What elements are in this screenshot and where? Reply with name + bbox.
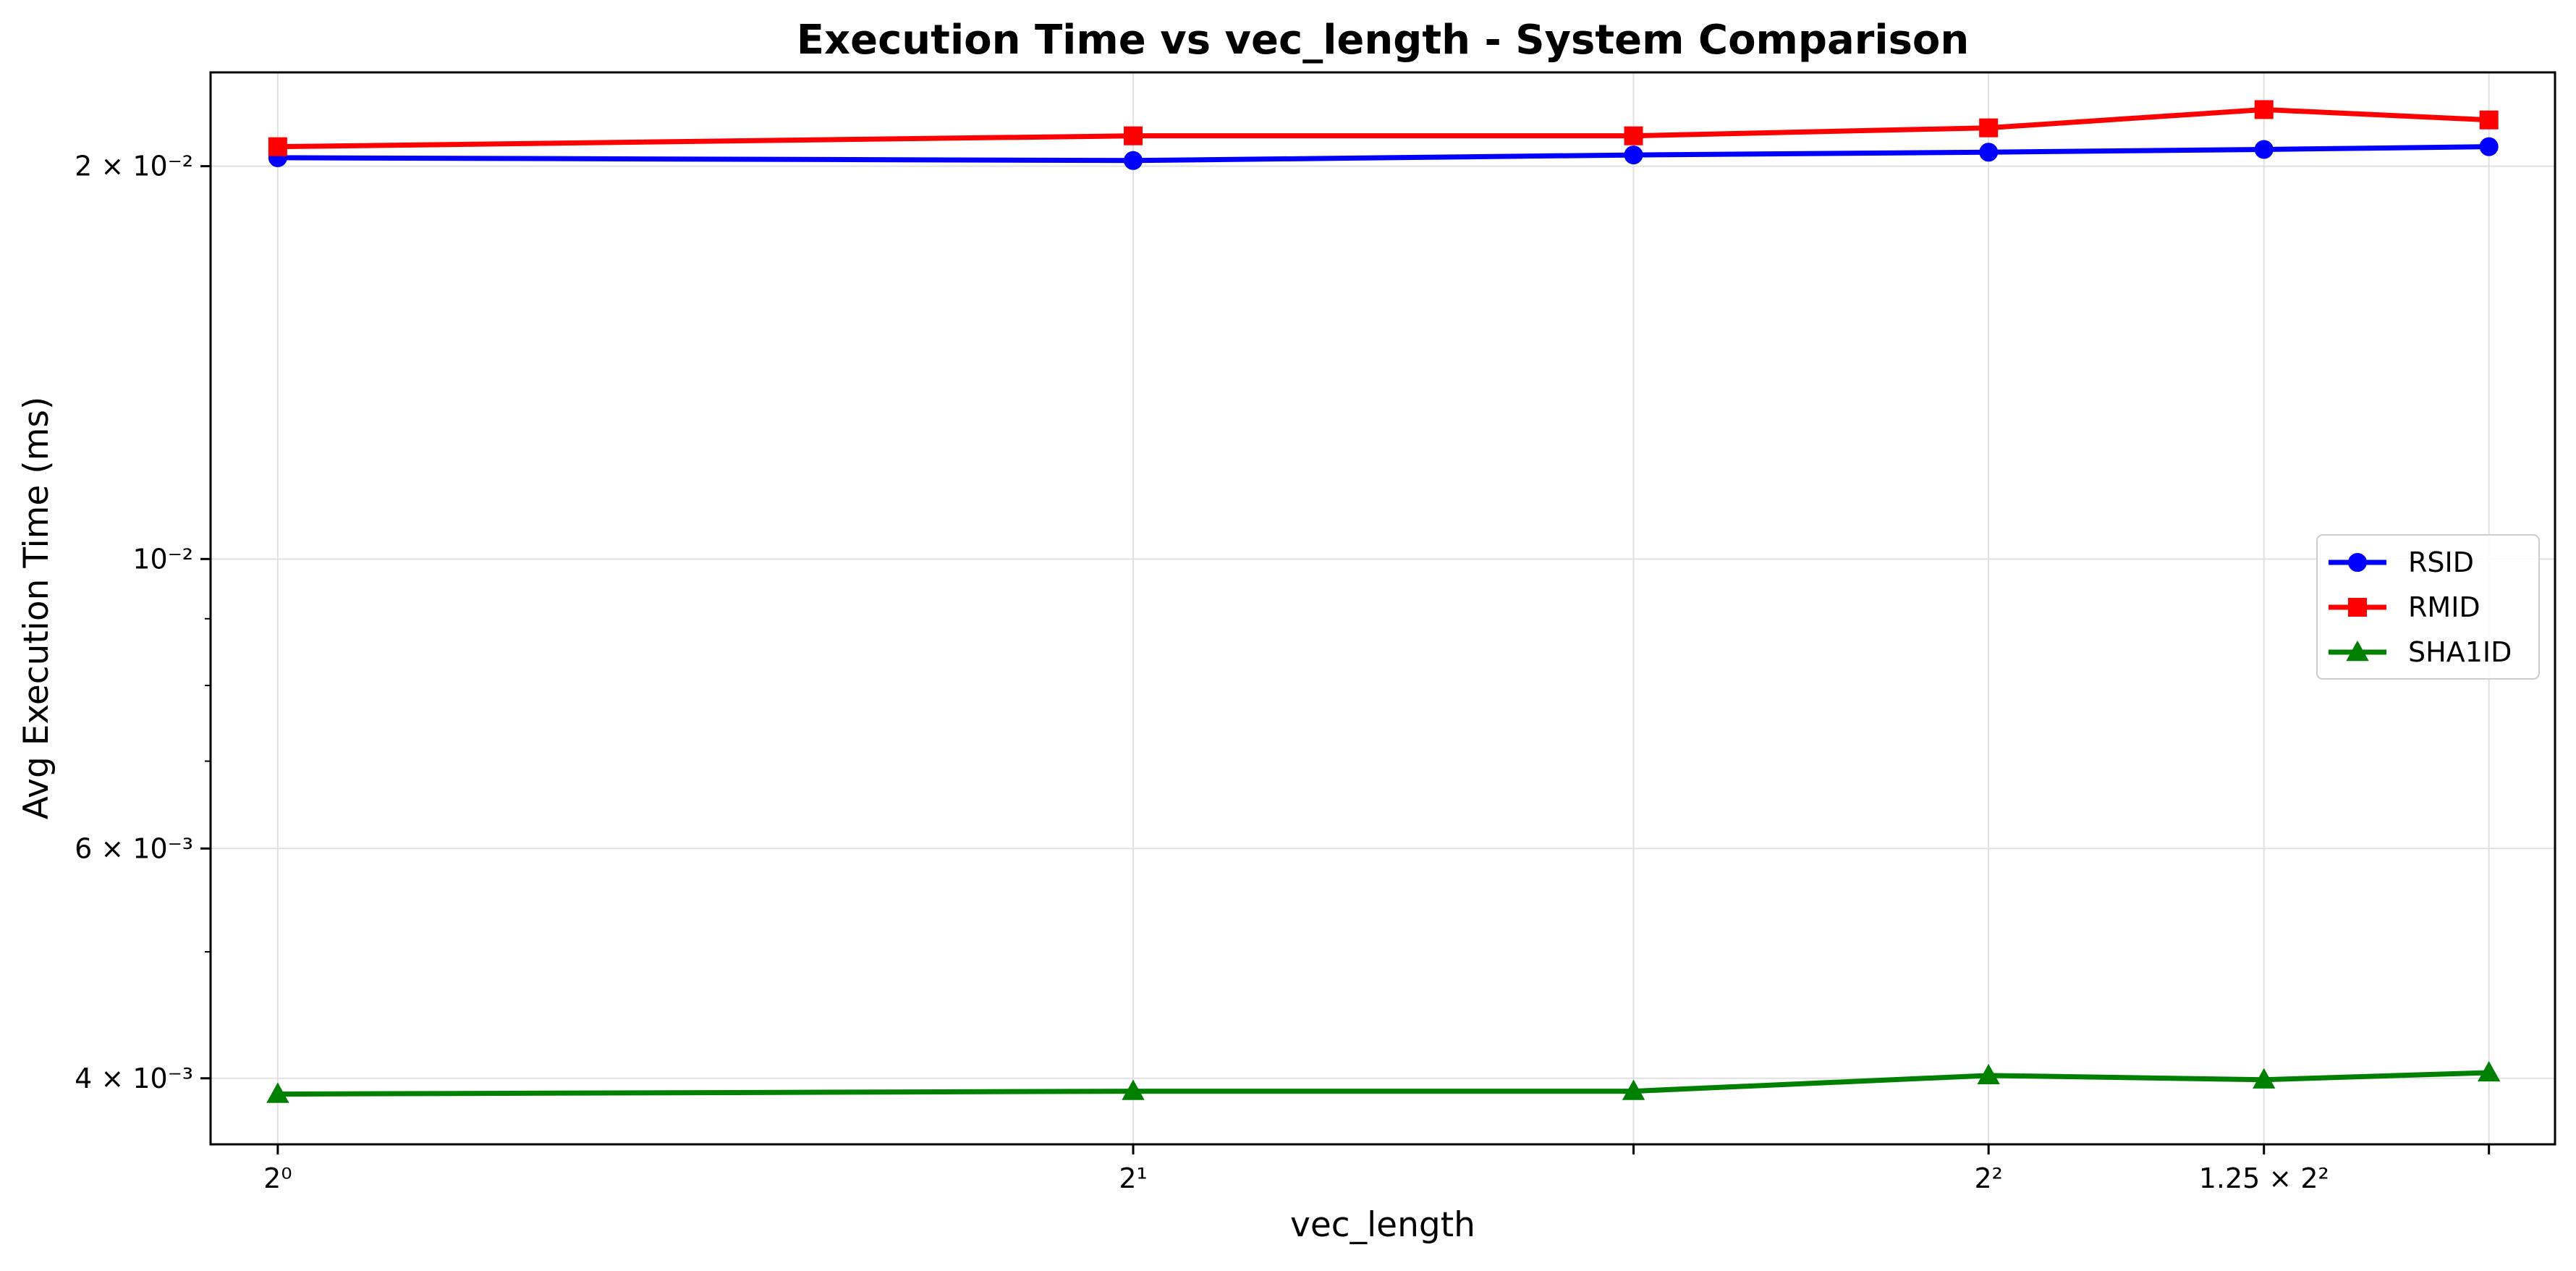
y-tick-label: 2 × 10⁻² xyxy=(75,151,193,182)
legend-box xyxy=(2316,534,2540,680)
data-point-rsid xyxy=(2254,140,2274,159)
data-point-rmid xyxy=(2479,110,2499,130)
series-sha1id xyxy=(266,1060,2501,1103)
series-line-rmid xyxy=(277,106,2489,150)
data-point-rmid xyxy=(1124,126,1143,145)
tick-layer: 2⁰ 2¹ 2² 1.25 × 2² 2 × 10⁻² 10⁻² 6 × 10⁻³ 4 × 1… xyxy=(75,151,2491,1194)
series-line-rsid xyxy=(277,144,2489,164)
legend-label: RMID xyxy=(2408,591,2480,623)
data-point-rmid xyxy=(2254,100,2274,119)
data-point-rsid xyxy=(1624,145,1643,165)
data-point-sha1id xyxy=(266,1082,289,1103)
data-point-rsid xyxy=(2479,137,2499,156)
data-point-sha1id xyxy=(1977,1063,2000,1085)
data-point-rmid xyxy=(268,137,287,156)
data-point-sha1id xyxy=(2253,1068,2276,1089)
legend-item-rsid: RSID xyxy=(2329,546,2474,578)
y-axis-label: Avg Execution Time (ms) xyxy=(17,397,56,819)
x-tick-label: 1.25 × 2² xyxy=(2199,1162,2329,1194)
series-rmid xyxy=(268,100,2499,156)
legend-marker xyxy=(2346,640,2369,662)
series-rsid xyxy=(268,137,2499,170)
legend: RSID RMID SHA1ID xyxy=(2316,534,2540,680)
data-point-sha1id xyxy=(1622,1079,1645,1100)
data-point-rmid xyxy=(1979,118,1999,138)
y-tick-label: 4 × 10⁻³ xyxy=(75,1063,193,1094)
x-axis-label: vec_length xyxy=(1290,1205,1475,1245)
data-point-sha1id xyxy=(1122,1079,1145,1100)
data-point-rmid xyxy=(1624,126,1643,145)
y-tick-label: 6 × 10⁻³ xyxy=(75,832,193,864)
legend-marker xyxy=(2348,598,2367,617)
y-tick-label: 10⁻² xyxy=(132,543,193,575)
legend-label: RSID xyxy=(2408,546,2474,578)
x-tick-label: 2⁰ xyxy=(263,1162,292,1194)
legend-label: SHA1ID xyxy=(2408,636,2512,668)
series-layer xyxy=(266,100,2501,1103)
legend-item-sha1id: SHA1ID xyxy=(2329,636,2512,668)
series-line-sha1id xyxy=(277,1070,2489,1097)
data-point-rsid xyxy=(1124,151,1143,170)
chart-title: Execution Time vs vec_length - System Co… xyxy=(797,17,1970,64)
legend-marker xyxy=(2348,553,2367,572)
data-point-rsid xyxy=(1979,143,1999,162)
legend-item-rmid: RMID xyxy=(2329,591,2480,623)
plot-frame xyxy=(209,71,2556,1146)
data-point-sha1id xyxy=(2477,1060,2501,1082)
x-tick-label: 2² xyxy=(1974,1162,2002,1194)
x-tick-label: 2¹ xyxy=(1119,1162,1147,1194)
